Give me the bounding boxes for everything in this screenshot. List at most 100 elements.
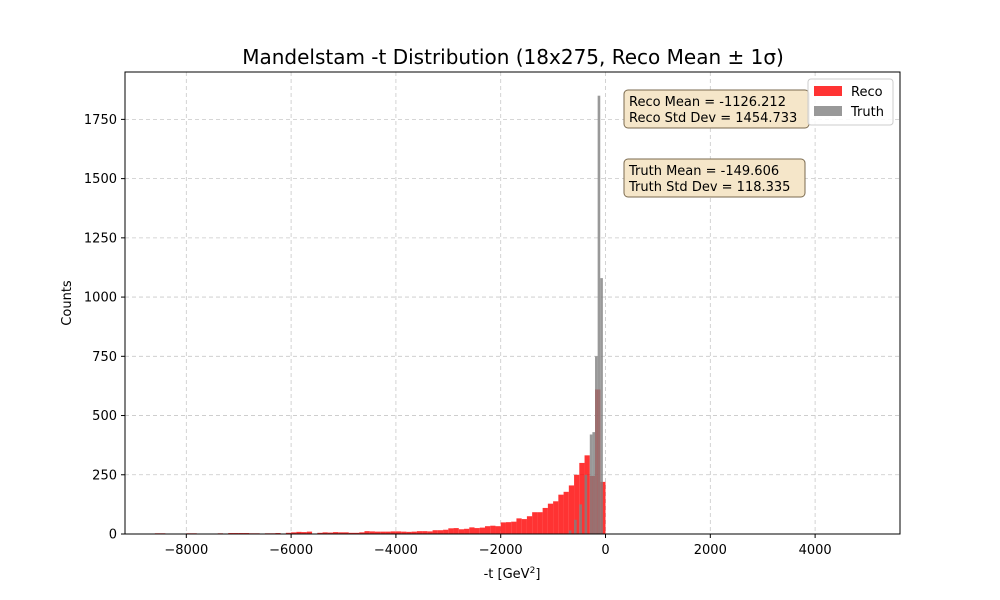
reco-bar xyxy=(437,530,444,534)
reco-bar xyxy=(416,531,423,534)
y-axis-label: Counts xyxy=(60,280,75,326)
truth-bar xyxy=(568,530,572,534)
reco-bar xyxy=(505,522,512,534)
reco-bar xyxy=(401,531,407,534)
truth-bar xyxy=(574,519,577,534)
reco-bar xyxy=(579,462,585,534)
reco-bar xyxy=(427,531,433,534)
reco-bar xyxy=(490,525,496,534)
reco-bar xyxy=(568,485,575,534)
reco-bar xyxy=(584,455,590,534)
reco-bar xyxy=(285,532,292,534)
reco-bar xyxy=(500,522,506,534)
reco-bar xyxy=(532,512,538,534)
reco-bar xyxy=(432,530,438,534)
reco-bar xyxy=(521,519,527,534)
reco-bar xyxy=(333,532,339,534)
truth-stats-frame xyxy=(623,158,806,198)
truth-bar xyxy=(597,95,601,534)
y-tick-label: 500 xyxy=(92,409,117,424)
y-tick-label: 1000 xyxy=(84,291,117,306)
reco-bar xyxy=(464,528,470,534)
axis-ticks: −8000 −6000 −4000 −2000 0 2000 4000 0 250 500 750 1… xyxy=(84,113,832,558)
reco-bar xyxy=(406,531,412,534)
x-tick-label: 4000 xyxy=(799,543,832,558)
y-tick-label: 1500 xyxy=(84,172,117,187)
reco-bar xyxy=(600,481,606,534)
truth-bar xyxy=(592,432,596,534)
reco-bar xyxy=(353,532,360,534)
reco-bar xyxy=(306,531,313,534)
x-tick-label: −8000 xyxy=(164,543,208,558)
legend: Reco Truth xyxy=(807,78,894,126)
y-tick-label: 1750 xyxy=(84,113,117,128)
reco-bar xyxy=(443,529,449,534)
x-tick-label: −4000 xyxy=(374,543,418,558)
truth-bar xyxy=(589,434,593,534)
x-tick-label: −6000 xyxy=(269,543,313,558)
reco-bar xyxy=(343,532,349,534)
reco-bar xyxy=(484,526,491,534)
legend-label-reco: Reco xyxy=(851,85,883,100)
plot-frame xyxy=(124,71,901,535)
y-tick-label: 0 xyxy=(109,528,117,543)
reco-bar xyxy=(516,518,522,534)
x-tick-label: 2000 xyxy=(694,543,727,558)
reco-bar xyxy=(453,528,459,534)
reco-bar xyxy=(296,531,302,534)
reco-bar xyxy=(411,531,417,534)
truth-bar xyxy=(600,278,603,534)
reco-bar xyxy=(558,494,564,534)
reco-bar xyxy=(537,512,543,534)
reco-bar xyxy=(359,532,365,534)
reco-bar xyxy=(458,529,465,534)
x-tick-label: 0 xyxy=(601,543,609,558)
reco-bar xyxy=(479,527,485,534)
x-tick-label: −2000 xyxy=(479,543,523,558)
reco-bar xyxy=(469,527,475,534)
truth-bar xyxy=(584,474,588,534)
reco-bar xyxy=(374,531,381,534)
legend-swatch-truth xyxy=(814,106,842,116)
reco-bar xyxy=(448,528,454,534)
reco-bar xyxy=(338,532,344,534)
reco-bar xyxy=(364,531,370,534)
reco-bar xyxy=(422,531,428,534)
y-tick-label: 1250 xyxy=(84,231,117,246)
reco-bar xyxy=(301,532,307,534)
reco-bar xyxy=(547,503,554,534)
reco-bar xyxy=(317,532,323,534)
reco-bar xyxy=(380,531,386,534)
reco-bar xyxy=(385,531,391,534)
y-tick-label: 750 xyxy=(92,350,117,365)
reco-stats-line: Reco Std Dev = 1454.733 xyxy=(629,111,797,126)
reco-bar xyxy=(495,526,501,534)
chart-title: Mandelstam -t Distribution (18x275, Reco… xyxy=(242,45,784,69)
reco-bar xyxy=(563,491,569,534)
y-tick-label: 250 xyxy=(92,468,117,483)
legend-swatch-reco xyxy=(814,86,842,96)
truth-stats-line: Truth Std Dev = 118.335 xyxy=(628,180,790,195)
reco-bar xyxy=(395,531,402,534)
reco-bar xyxy=(327,532,334,534)
reco-bar xyxy=(526,516,533,534)
truth-bar xyxy=(579,504,582,534)
truth-bar xyxy=(595,356,598,534)
reco-bar xyxy=(291,532,297,534)
legend-label-truth: Truth xyxy=(850,105,884,120)
reco-bar xyxy=(574,474,580,534)
x-axis-label: -t [GeV2] xyxy=(484,566,541,582)
reco-bar xyxy=(511,521,517,534)
reco-bar xyxy=(553,501,559,534)
reco-bar xyxy=(390,531,396,534)
reco-bar xyxy=(348,532,354,534)
reco-bar xyxy=(542,507,548,534)
reco-bar xyxy=(474,528,480,534)
reco-bar xyxy=(322,532,328,534)
reco-bar xyxy=(369,531,375,534)
reco-stats-line: Reco Mean = -1126.212 xyxy=(629,95,786,110)
